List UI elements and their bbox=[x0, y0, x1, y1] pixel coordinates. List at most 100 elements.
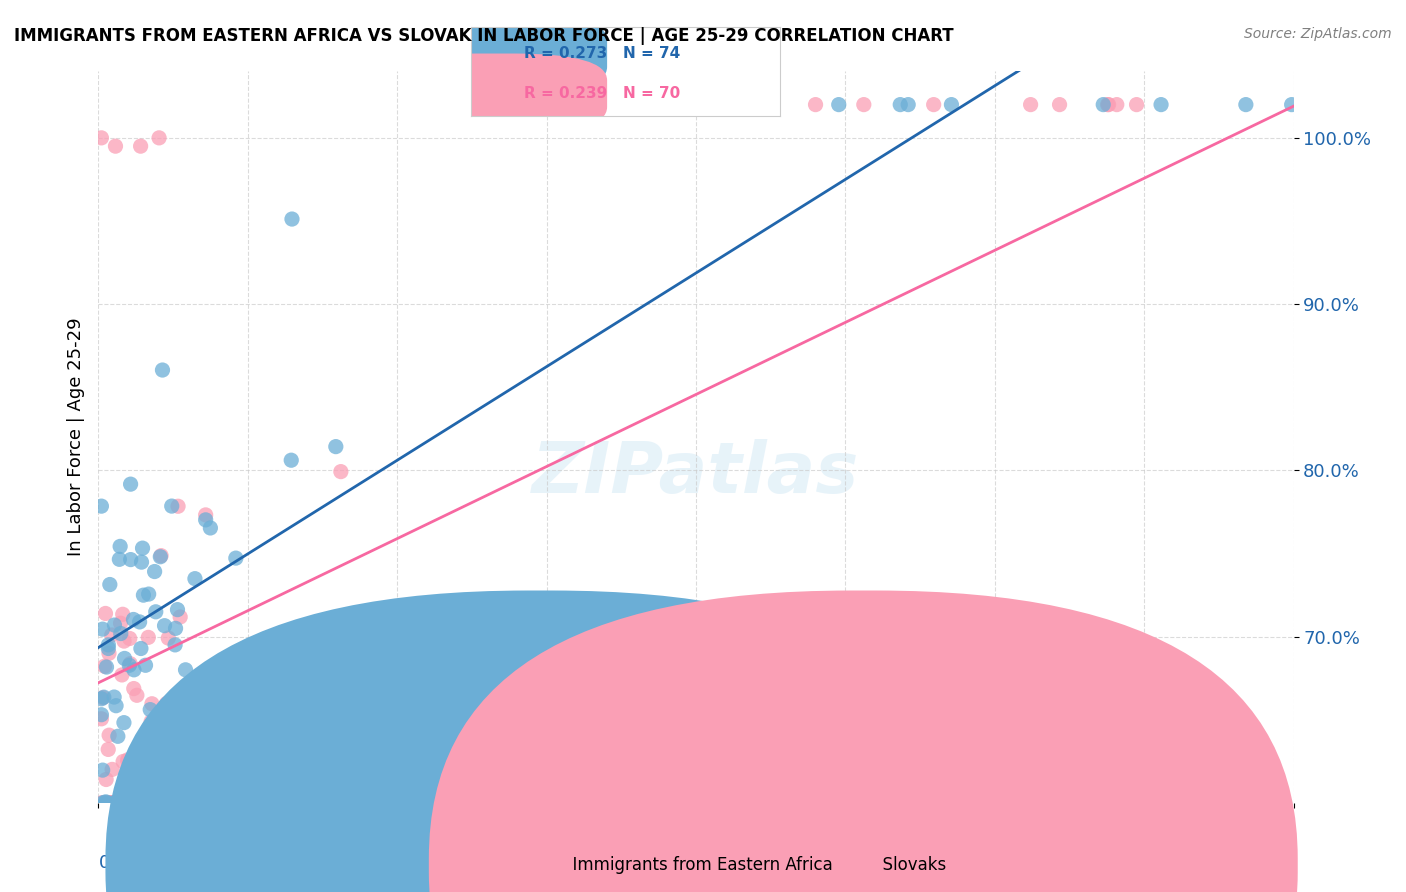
Slovaks bbox=[790, 754, 813, 768]
Immigrants from Eastern Africa bbox=[107, 729, 129, 743]
Immigrants from Eastern Africa bbox=[112, 715, 135, 730]
Slovaks bbox=[91, 690, 114, 705]
Slovaks bbox=[148, 131, 170, 145]
Slovaks bbox=[122, 796, 145, 810]
Slovaks bbox=[101, 763, 124, 777]
Slovaks bbox=[1049, 97, 1071, 112]
Slovaks bbox=[141, 779, 163, 793]
Immigrants from Eastern Africa bbox=[91, 763, 114, 777]
Slovaks bbox=[117, 753, 139, 767]
Immigrants from Eastern Africa bbox=[152, 363, 174, 377]
Immigrants from Eastern Africa bbox=[120, 477, 142, 491]
Immigrants from Eastern Africa bbox=[110, 626, 132, 640]
Slovaks bbox=[93, 796, 115, 810]
Slovaks bbox=[194, 508, 217, 522]
Immigrants from Eastern Africa bbox=[174, 663, 197, 677]
Immigrants from Eastern Africa bbox=[515, 97, 537, 112]
Immigrants from Eastern Africa bbox=[120, 552, 142, 566]
Slovaks bbox=[120, 657, 142, 671]
Immigrants from Eastern Africa bbox=[889, 97, 911, 112]
Immigrants from Eastern Africa bbox=[165, 621, 187, 635]
Slovaks bbox=[132, 738, 155, 752]
Slovaks bbox=[1125, 97, 1147, 112]
Immigrants from Eastern Africa bbox=[91, 796, 114, 810]
Immigrants from Eastern Africa bbox=[91, 622, 114, 636]
Immigrants from Eastern Africa bbox=[602, 97, 624, 112]
FancyBboxPatch shape bbox=[384, 54, 607, 134]
Immigrants from Eastern Africa bbox=[165, 638, 187, 652]
Immigrants from Eastern Africa bbox=[93, 690, 115, 705]
Slovaks bbox=[100, 628, 122, 642]
Immigrants from Eastern Africa bbox=[574, 97, 596, 112]
Slovaks bbox=[1019, 97, 1042, 112]
Slovaks bbox=[94, 607, 117, 621]
Slovaks bbox=[657, 97, 679, 112]
Slovaks bbox=[112, 634, 135, 648]
Slovaks bbox=[157, 631, 180, 645]
Slovaks bbox=[136, 631, 159, 645]
Slovaks bbox=[707, 763, 730, 777]
Immigrants from Eastern Africa bbox=[200, 521, 222, 535]
Slovaks bbox=[329, 465, 352, 479]
Slovaks bbox=[112, 755, 135, 769]
Slovaks bbox=[142, 766, 165, 780]
Y-axis label: In Labor Force | Age 25-29: In Labor Force | Age 25-29 bbox=[66, 318, 84, 557]
Immigrants from Eastern Africa bbox=[122, 612, 145, 626]
Slovaks bbox=[111, 607, 134, 622]
Immigrants from Eastern Africa bbox=[131, 541, 153, 556]
Slovaks bbox=[167, 500, 190, 514]
Immigrants from Eastern Africa bbox=[132, 588, 155, 602]
Slovaks bbox=[141, 697, 163, 711]
Immigrants from Eastern Africa bbox=[828, 97, 851, 112]
FancyBboxPatch shape bbox=[384, 13, 607, 94]
Immigrants from Eastern Africa bbox=[103, 796, 125, 810]
Immigrants from Eastern Africa bbox=[103, 618, 125, 632]
Immigrants from Eastern Africa bbox=[138, 587, 160, 601]
Slovaks bbox=[120, 796, 142, 810]
Slovaks bbox=[1105, 97, 1128, 112]
Immigrants from Eastern Africa bbox=[90, 499, 112, 513]
Immigrants from Eastern Africa bbox=[194, 513, 217, 527]
Immigrants from Eastern Africa bbox=[166, 602, 188, 616]
Immigrants from Eastern Africa bbox=[741, 97, 763, 112]
Slovaks bbox=[277, 767, 299, 781]
Text: R = 0.239   N = 70: R = 0.239 N = 70 bbox=[523, 87, 681, 101]
Immigrants from Eastern Africa bbox=[98, 577, 121, 591]
Slovaks bbox=[101, 796, 124, 810]
Immigrants from Eastern Africa bbox=[129, 641, 152, 656]
Immigrants from Eastern Africa bbox=[711, 97, 734, 112]
Slovaks bbox=[122, 681, 145, 696]
Immigrants from Eastern Africa bbox=[128, 615, 150, 629]
Immigrants from Eastern Africa bbox=[96, 796, 118, 810]
Slovaks bbox=[141, 714, 163, 729]
Slovaks bbox=[972, 713, 994, 727]
Text: ZIPatlas: ZIPatlas bbox=[533, 439, 859, 508]
Immigrants from Eastern Africa bbox=[1329, 97, 1351, 112]
Slovaks bbox=[111, 668, 134, 682]
Slovaks bbox=[891, 763, 914, 777]
Immigrants from Eastern Africa bbox=[114, 651, 136, 665]
Immigrants from Eastern Africa bbox=[150, 729, 173, 743]
Immigrants from Eastern Africa bbox=[143, 565, 166, 579]
Immigrants from Eastern Africa bbox=[225, 551, 247, 566]
Immigrants from Eastern Africa bbox=[104, 796, 127, 810]
Slovaks bbox=[744, 97, 766, 112]
Slovaks bbox=[125, 688, 148, 702]
Immigrants from Eastern Africa bbox=[585, 97, 607, 112]
Slovaks bbox=[104, 139, 127, 153]
Immigrants from Eastern Africa bbox=[139, 703, 162, 717]
Slovaks bbox=[117, 754, 139, 768]
Immigrants from Eastern Africa bbox=[941, 97, 963, 112]
Text: IMMIGRANTS FROM EASTERN AFRICA VS SLOVAK IN LABOR FORCE | AGE 25-29 CORRELATION : IMMIGRANTS FROM EASTERN AFRICA VS SLOVAK… bbox=[14, 27, 953, 45]
Immigrants from Eastern Africa bbox=[153, 618, 176, 632]
Slovaks bbox=[153, 796, 176, 810]
Slovaks bbox=[922, 97, 945, 112]
Slovaks bbox=[94, 772, 117, 787]
Slovaks bbox=[98, 796, 121, 810]
Immigrants from Eastern Africa bbox=[1234, 97, 1257, 112]
Immigrants from Eastern Africa bbox=[105, 698, 128, 713]
Immigrants from Eastern Africa bbox=[325, 440, 347, 454]
Immigrants from Eastern Africa bbox=[897, 97, 920, 112]
Immigrants from Eastern Africa bbox=[96, 660, 118, 674]
Slovaks bbox=[169, 610, 191, 624]
